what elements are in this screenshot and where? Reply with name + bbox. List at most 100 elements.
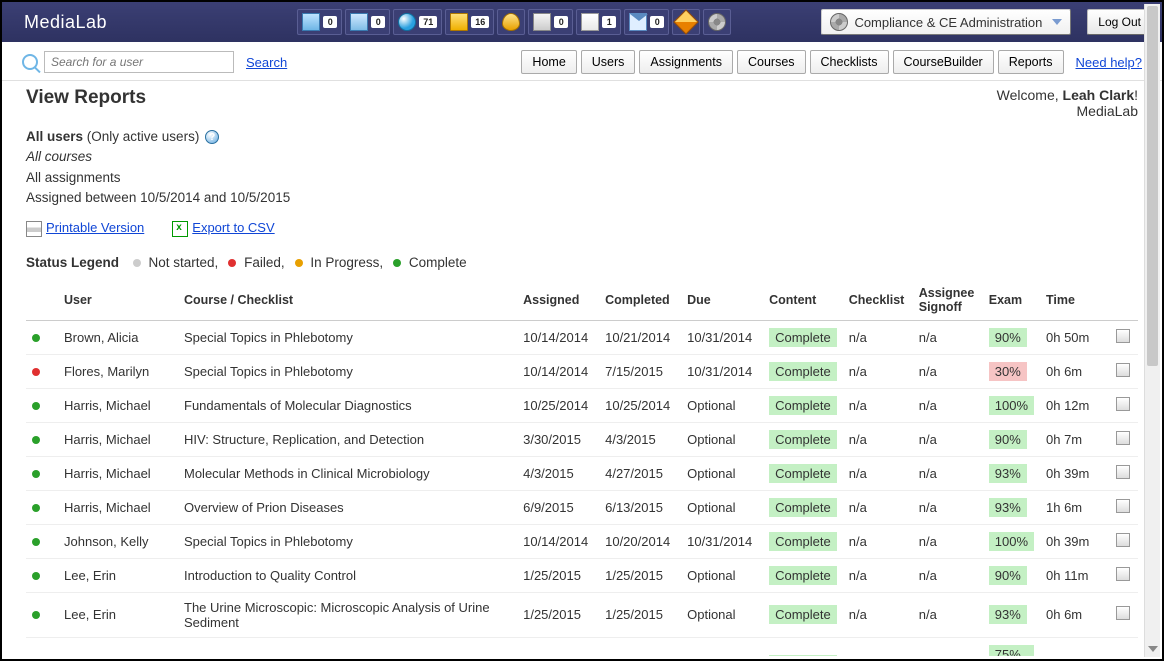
cell-content: Complete (763, 592, 843, 637)
toolbar-item-gear[interactable] (703, 9, 731, 35)
row-action-icon[interactable] (1116, 431, 1130, 445)
welcome-org: MediaLab (1077, 103, 1139, 119)
toolbar-item-shield[interactable] (497, 9, 525, 35)
row-action-icon[interactable] (1116, 397, 1130, 411)
cell-time: 0h 11m (1040, 558, 1110, 592)
row-action-icon[interactable] (1116, 533, 1130, 547)
toolbar-item-clip[interactable]: 0 (528, 9, 573, 35)
cell-action[interactable] (1110, 388, 1138, 422)
table-row[interactable]: Lee, ErinIntroduction to Quality Control… (26, 558, 1138, 592)
content-badge: Complete (769, 532, 837, 551)
legend-label: Not started, (145, 255, 219, 270)
toolbar-item-doc2[interactable]: 0 (345, 9, 390, 35)
cell-status (26, 388, 58, 422)
cell-user: Harris, Michael (58, 490, 178, 524)
table-row[interactable]: Harris, MichaelHIV: Structure, Replicati… (26, 422, 1138, 456)
printable-version-link[interactable]: Printable Version (46, 220, 144, 235)
cell-time: 0h 39m (1040, 524, 1110, 558)
cell-course: Overview of Prion Diseases (178, 490, 517, 524)
content-badge: Complete (769, 655, 837, 656)
scroll-down-arrow[interactable] (1145, 641, 1160, 657)
cell-action[interactable] (1110, 354, 1138, 388)
vertical-scrollbar[interactable] (1144, 4, 1160, 657)
cell-action[interactable] (1110, 524, 1138, 558)
content-scroll[interactable]: Welcome, Leah Clark! MediaLab View Repor… (2, 81, 1162, 656)
admin-context-dropdown[interactable]: Compliance & CE Administration (821, 9, 1071, 35)
logout-button[interactable]: Log Out (1087, 9, 1152, 35)
cell-assigned: 4/3/2015 (517, 456, 599, 490)
nav-checklists[interactable]: Checklists (810, 50, 889, 74)
row-action-icon[interactable] (1116, 499, 1130, 513)
nav-reports[interactable]: Reports (998, 50, 1064, 74)
col-completed: Completed (599, 278, 681, 321)
row-action-icon[interactable] (1116, 465, 1130, 479)
cell-action[interactable] (1110, 592, 1138, 637)
nav-users[interactable]: Users (581, 50, 636, 74)
cell-completed: 7/15/2015 (599, 354, 681, 388)
scroll-thumb[interactable] (1147, 6, 1158, 366)
toolbar-item-pencil[interactable] (672, 9, 700, 35)
need-help-link[interactable]: Need help? (1076, 55, 1143, 70)
cell-time: 1h 6m (1040, 490, 1110, 524)
legend-dot-green (393, 259, 401, 267)
cell-time: 0h 50m (1040, 320, 1110, 354)
gear-icon (708, 13, 726, 31)
toolbar-item-book[interactable]: 1 (576, 9, 621, 35)
cell-action[interactable] (1110, 456, 1138, 490)
table-header-row: UserCourse / ChecklistAssignedCompletedD… (26, 278, 1138, 321)
table-row[interactable]: Harris, MichaelMolecular Methods in Clin… (26, 456, 1138, 490)
toolbar-count: 0 (371, 16, 385, 28)
row-action-icon[interactable] (1116, 329, 1130, 343)
cell-completed: 1/25/2015 (599, 558, 681, 592)
toolbar-item-mail[interactable]: 0 (624, 9, 669, 35)
table-row[interactable]: Harris, MichaelFundamentals of Molecular… (26, 388, 1138, 422)
cell-signoff: n/a (913, 456, 983, 490)
cell-action[interactable] (1110, 490, 1138, 524)
row-action-icon[interactable] (1116, 567, 1130, 581)
table-row[interactable]: Johnson, KellySpecial Topics in Phleboto… (26, 524, 1138, 558)
exam-badge: 93% (989, 498, 1027, 517)
cell-action[interactable] (1110, 558, 1138, 592)
table-row[interactable]: Lee, ErinThe Urine Microscopic: Microsco… (26, 592, 1138, 637)
toolbar-count: 1 (602, 16, 616, 28)
cell-due: Optional (681, 422, 763, 456)
cell-action[interactable] (1110, 320, 1138, 354)
cell-assigned: 10/14/2014 (517, 524, 599, 558)
search-link[interactable]: Search (246, 55, 287, 70)
user-search-input[interactable] (44, 51, 234, 73)
cell-exam: 100% (983, 388, 1040, 422)
cell-action[interactable] (1110, 422, 1138, 456)
cell-action[interactable] (1110, 637, 1138, 656)
nav-assignments[interactable]: Assignments (639, 50, 733, 74)
cell-content: Complete (763, 354, 843, 388)
toolbar-item-globe[interactable]: 71 (393, 9, 442, 35)
cell-assigned: 6/9/2015 (517, 490, 599, 524)
toolbar-item-folder[interactable]: 16 (445, 9, 494, 35)
cell-checklist: n/a (843, 354, 913, 388)
help-icon[interactable] (205, 130, 219, 144)
toolbar-item-doc[interactable]: 0 (297, 9, 342, 35)
nav-coursebuilder[interactable]: CourseBuilder (893, 50, 994, 74)
row-action-icon[interactable] (1116, 606, 1130, 620)
nav-courses[interactable]: Courses (737, 50, 806, 74)
table-row[interactable]: Brown, AliciaSpecial Topics in Phlebotom… (26, 320, 1138, 354)
legend-label: In Progress, (307, 255, 384, 270)
cell-due: Optional (681, 490, 763, 524)
cell-completed: 6/13/2015 (599, 490, 681, 524)
cell-content: Complete (763, 558, 843, 592)
table-row[interactable]: Miller, AnabelCardiac Biomarkers6/5/2015… (26, 637, 1138, 656)
cell-exam: 90% (983, 422, 1040, 456)
table-row[interactable]: Harris, MichaelOverview of Prion Disease… (26, 490, 1138, 524)
table-row[interactable]: Flores, MarilynSpecial Topics in Phlebot… (26, 354, 1138, 388)
book-icon (581, 13, 599, 31)
export-csv-link[interactable]: Export to CSV (192, 220, 274, 235)
cell-time: 0h 12m (1040, 388, 1110, 422)
legend-label: Failed, (240, 255, 284, 270)
doc2-icon (350, 13, 368, 31)
cell-status (26, 490, 58, 524)
row-action-icon[interactable] (1116, 363, 1130, 377)
nav-home[interactable]: Home (521, 50, 576, 74)
col-content: Content (763, 278, 843, 321)
print-icon (26, 221, 42, 237)
exam-badge: 100% (989, 396, 1034, 415)
